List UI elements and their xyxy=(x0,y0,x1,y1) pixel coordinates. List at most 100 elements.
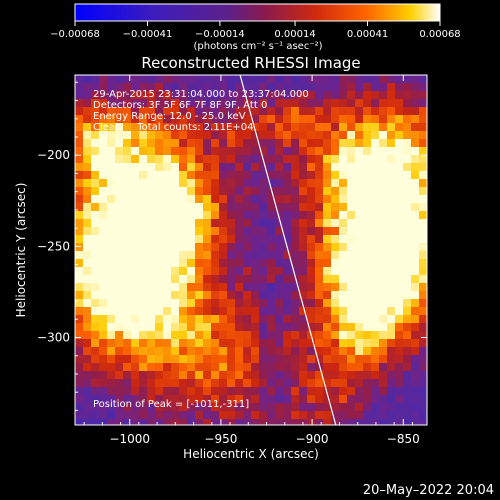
heatmap-cell xyxy=(179,179,188,188)
heatmap-cell xyxy=(339,403,348,412)
heatmap-cell xyxy=(211,115,220,124)
heatmap-cell xyxy=(187,403,196,412)
heatmap-cell xyxy=(115,411,124,420)
heatmap-cell xyxy=(355,275,364,284)
heatmap-cell xyxy=(347,307,356,316)
heatmap-cell xyxy=(115,347,124,356)
heatmap-cell xyxy=(139,211,148,220)
heatmap-cell xyxy=(179,203,188,212)
heatmap-cell xyxy=(75,211,84,220)
heatmap-cell xyxy=(323,339,332,348)
heatmap-cell xyxy=(123,363,132,372)
heatmap-cell xyxy=(323,275,332,284)
heatmap-cell xyxy=(83,179,92,188)
heatmap-cell xyxy=(403,363,412,372)
heatmap-cell xyxy=(171,83,180,92)
heatmap-cell xyxy=(259,195,268,204)
heatmap-cell xyxy=(379,267,388,276)
heatmap-cell xyxy=(187,211,196,220)
heatmap-cell xyxy=(275,259,284,268)
heatmap-cell xyxy=(163,243,172,252)
heatmap-cell xyxy=(155,267,164,276)
heatmap-cell xyxy=(171,299,180,308)
heatmap-cell xyxy=(411,419,420,425)
heatmap-cell xyxy=(211,331,220,340)
heatmap-cell xyxy=(411,355,420,364)
heatmap-cell xyxy=(195,411,204,420)
heatmap-cell xyxy=(411,299,420,308)
heatmap-cell xyxy=(131,163,140,172)
heatmap-cell xyxy=(363,91,372,100)
heatmap-cell xyxy=(219,83,228,92)
heatmap-cell xyxy=(315,411,324,420)
heatmap-cell xyxy=(243,379,252,388)
heatmap-cell xyxy=(323,387,332,396)
heatmap-cell xyxy=(251,139,260,148)
heatmap-cell xyxy=(259,75,268,84)
heatmap-cell xyxy=(131,331,140,340)
heatmap-cell xyxy=(283,411,292,420)
heatmap-cell xyxy=(283,139,292,148)
heatmap-cell xyxy=(307,371,316,380)
heatmap-cell xyxy=(75,91,84,100)
heatmap-cell xyxy=(315,307,324,316)
heatmap-cell xyxy=(163,107,172,116)
heatmap-cell xyxy=(419,91,427,100)
heatmap-cell xyxy=(155,235,164,244)
heatmap-cell xyxy=(91,163,100,172)
heatmap-cell xyxy=(139,203,148,212)
heatmap-cell xyxy=(251,323,260,332)
heatmap-cell xyxy=(419,419,427,425)
heatmap-cell xyxy=(347,291,356,300)
heatmap-cell xyxy=(347,419,356,425)
heatmap-cell xyxy=(307,203,316,212)
heatmap-cell xyxy=(395,395,404,404)
heatmap-cell xyxy=(99,371,108,380)
heatmap-cell xyxy=(371,299,380,308)
heatmap-cell xyxy=(187,307,196,316)
heatmap-cell xyxy=(291,323,300,332)
heatmap-cell xyxy=(91,179,100,188)
heatmap-cell xyxy=(251,171,260,180)
heatmap-cell xyxy=(75,115,84,124)
heatmap-cell xyxy=(339,371,348,380)
heatmap-cell xyxy=(419,83,427,92)
heatmap-cell xyxy=(75,259,84,268)
heatmap-cell xyxy=(235,243,244,252)
heatmap-cell xyxy=(387,283,396,292)
heatmap-cell xyxy=(147,387,156,396)
heatmap-cell xyxy=(91,147,100,156)
heatmap-cell xyxy=(163,171,172,180)
heatmap-cell xyxy=(75,131,84,140)
heatmap-cell xyxy=(115,171,124,180)
heatmap-cell xyxy=(307,131,316,140)
heatmap-cell xyxy=(275,331,284,340)
heatmap-cell xyxy=(227,323,236,332)
heatmap-cell xyxy=(299,411,308,420)
heatmap-cell xyxy=(211,291,220,300)
heatmap-cell xyxy=(275,227,284,236)
heatmap-cell xyxy=(211,163,220,172)
heatmap-cell xyxy=(331,339,340,348)
heatmap-cell xyxy=(251,395,260,404)
heatmap-cell xyxy=(99,339,108,348)
heatmap-cell xyxy=(107,131,116,140)
heatmap-cell xyxy=(355,363,364,372)
heatmap-cell xyxy=(291,283,300,292)
heatmap-cell xyxy=(235,259,244,268)
heatmap-cell xyxy=(131,411,140,420)
heatmap-cell xyxy=(323,403,332,412)
heatmap-cell xyxy=(203,403,212,412)
heatmap-cell xyxy=(147,315,156,324)
heatmap-cell xyxy=(107,419,116,425)
heatmap-cell xyxy=(291,211,300,220)
heatmap-cell xyxy=(419,411,427,420)
heatmap-cell xyxy=(347,299,356,308)
heatmap-cell xyxy=(323,107,332,116)
heatmap-cell xyxy=(419,123,427,132)
heatmap-cell xyxy=(403,387,412,396)
heatmap-cell xyxy=(355,147,364,156)
heatmap-cell xyxy=(323,291,332,300)
heatmap-cell xyxy=(283,315,292,324)
heatmap-cell xyxy=(219,419,228,425)
